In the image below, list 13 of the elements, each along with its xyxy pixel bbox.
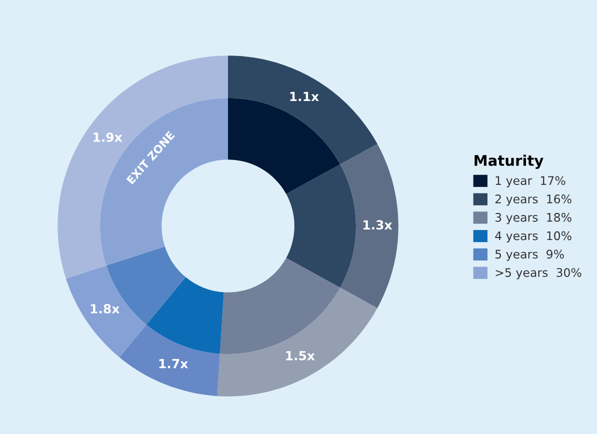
legend-title: Maturity — [474, 154, 544, 169]
text: 1.5x — [286, 351, 315, 360]
legend-label: >5 years 30% — [496, 268, 582, 280]
legend-label: 5 years 9% — [495, 250, 564, 261]
text: 1.9x — [94, 132, 122, 142]
text: 1.3x — [364, 220, 392, 230]
text: 1.8x — [90, 304, 120, 314]
text: 1.7x — [159, 359, 188, 368]
legend-label: 3 years 18% — [495, 212, 572, 224]
text: 1.1x — [290, 92, 319, 102]
legend-label: 4 years 10% — [495, 231, 572, 243]
legend-label: 1 year 17% — [496, 176, 566, 188]
legend-label: 2 years 16% — [495, 194, 572, 206]
